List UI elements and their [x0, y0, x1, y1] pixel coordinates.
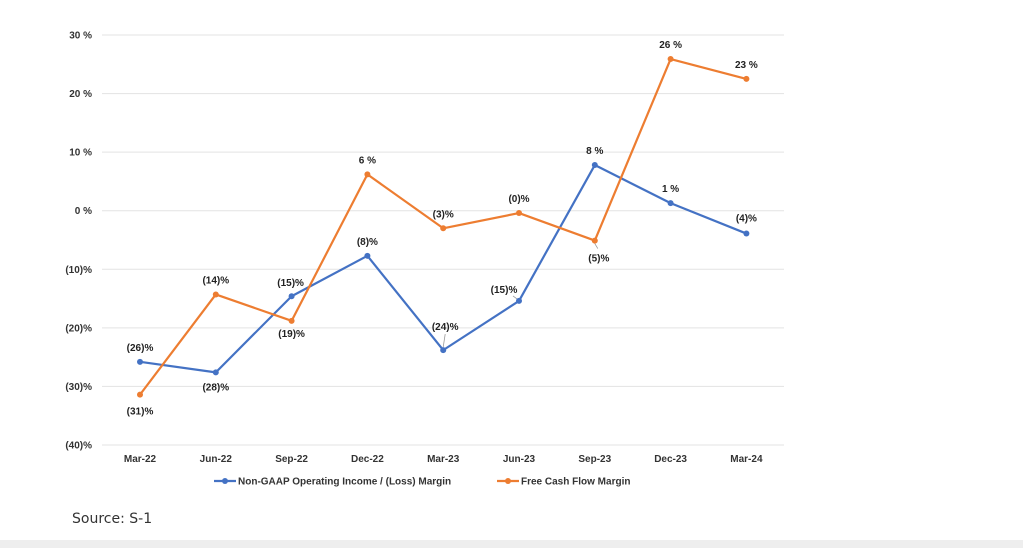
data-point [288, 293, 295, 300]
legend: Non-GAAP Operating Income / (Loss) Margi… [214, 477, 630, 488]
x-tick-label: Sep-22 [275, 454, 308, 465]
label-leader [512, 295, 518, 300]
x-tick-label: Mar-22 [124, 454, 157, 465]
data-point [440, 347, 447, 354]
bottom-divider-strip [0, 540, 1023, 548]
legend-marker [222, 478, 228, 484]
data-label: (14)% [202, 275, 229, 286]
data-point [743, 230, 750, 237]
data-point [667, 56, 674, 63]
data-label: (0)% [508, 194, 529, 205]
data-label: (5)% [588, 254, 609, 265]
data-label: (28)% [202, 382, 229, 393]
x-tick-label: Sep-23 [578, 454, 611, 465]
y-tick-label: 10 % [69, 148, 92, 159]
label-leader-lines [442, 243, 599, 348]
legend-marker [505, 478, 511, 484]
data-label: 26 % [659, 40, 682, 51]
data-point [516, 297, 522, 304]
data-label: 1 % [662, 184, 679, 195]
legend-label: Free Cash Flow Margin [521, 477, 630, 488]
data-labels: (26)% (28)% (15)% (8)% (24)% (15)% 8 % 1 % (4)% (… [127, 40, 758, 418]
y-tick-label: 20 % [69, 89, 92, 100]
y-tick-label: (30)% [65, 382, 92, 393]
data-label: (31)% [127, 407, 154, 418]
series-line-0 [139, 163, 747, 374]
data-point [137, 358, 143, 365]
data-point [743, 75, 750, 82]
y-tick-label: (10)% [65, 265, 92, 276]
data-point [516, 210, 522, 217]
legend-label: Non-GAAP Operating Income / (Loss) Margi… [238, 477, 451, 488]
y-tick-label: (20)% [65, 323, 92, 334]
data-point [288, 317, 295, 324]
data-label: (15)% [277, 278, 304, 289]
x-tick-label: Mar-23 [427, 454, 460, 465]
data-point [591, 237, 598, 244]
data-point [440, 225, 447, 232]
y-tick-label: 0 % [75, 206, 92, 217]
label-leader [594, 243, 599, 249]
data-label: (4)% [736, 214, 757, 225]
data-label: 23 % [735, 60, 758, 71]
data-label: (19)% [278, 329, 305, 340]
data-point [212, 369, 219, 376]
data-label: (3)% [433, 209, 454, 220]
x-tick-label: Dec-23 [654, 454, 687, 465]
y-axis-tick-labels: 30 % 20 % 10 % 0 % (10)% (20)% (30)% (40)% [65, 31, 92, 452]
source-note: Source: S-1 [72, 511, 153, 527]
data-point [212, 291, 219, 298]
x-tick-label: Jun-23 [503, 454, 536, 465]
x-tick-label: Dec-22 [351, 454, 384, 465]
gridlines [102, 34, 784, 446]
data-label: (26)% [127, 343, 154, 354]
series-lines [137, 56, 750, 398]
data-point [137, 391, 143, 398]
data-label: (15)% [491, 285, 518, 296]
label-leader [442, 334, 446, 348]
data-point [591, 162, 598, 169]
data-label: 6 % [359, 155, 376, 166]
x-tick-label: Jun-22 [200, 454, 233, 465]
y-tick-label: 30 % [69, 31, 92, 42]
y-tick-label: (40)% [65, 441, 92, 452]
data-point [667, 200, 674, 207]
x-axis-tick-labels: Mar-22 Jun-22 Sep-22 Dec-22 Mar-23 Jun-23 Sep-… [124, 454, 763, 465]
data-point [364, 252, 371, 259]
data-label: 8 % [586, 146, 603, 157]
data-label: (8)% [357, 237, 378, 248]
data-label: (24)% [432, 322, 459, 333]
data-point [364, 171, 371, 178]
x-tick-label: Mar-24 [730, 454, 763, 465]
